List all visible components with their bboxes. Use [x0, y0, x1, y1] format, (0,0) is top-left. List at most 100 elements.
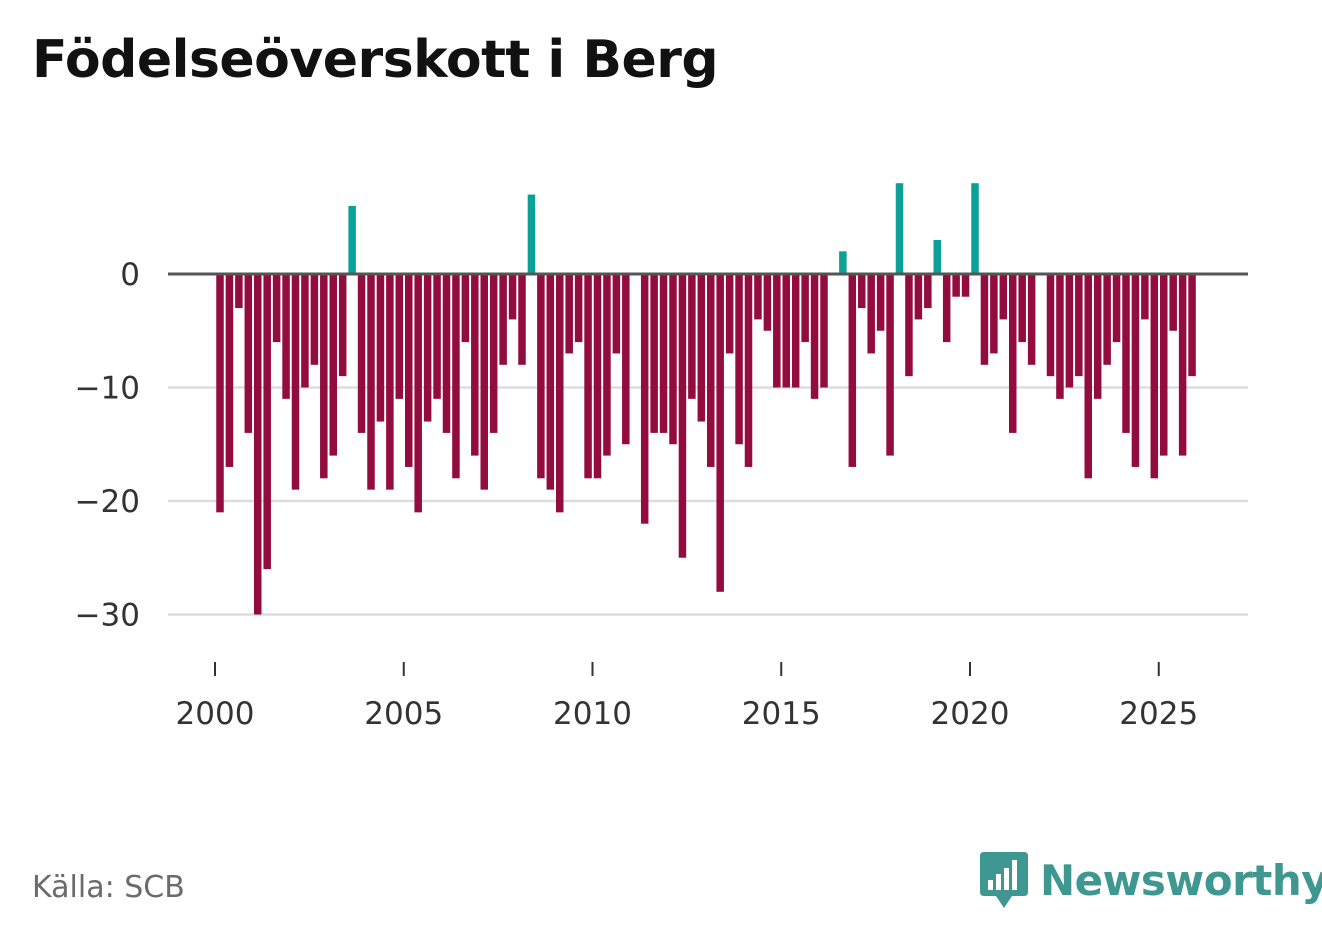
bar	[848, 274, 857, 467]
bar	[254, 274, 262, 615]
bar	[216, 274, 224, 513]
bars	[216, 183, 1196, 615]
y-tick-label: −20	[75, 484, 140, 520]
y-axis: 0 −10 −20 −30	[75, 257, 140, 634]
bar	[924, 274, 932, 309]
chart-title: Födelseöverskott i Berg	[32, 30, 719, 90]
bar	[556, 274, 564, 513]
bar	[791, 274, 800, 388]
bar	[480, 274, 488, 490]
bar	[452, 274, 460, 479]
bar	[461, 274, 470, 343]
bar	[999, 274, 1008, 320]
x-tick-label: 2010	[553, 696, 632, 732]
bar	[499, 274, 507, 365]
bar	[895, 183, 904, 274]
bar	[282, 274, 290, 399]
newsworthy-logo-icon	[980, 852, 1028, 908]
bar	[1027, 274, 1036, 365]
bar	[593, 274, 602, 479]
bar	[1084, 274, 1092, 479]
bar	[744, 274, 753, 467]
bar	[1046, 274, 1055, 377]
bar	[810, 274, 819, 399]
bar	[622, 274, 630, 445]
bar	[886, 274, 894, 456]
bar	[839, 251, 847, 274]
bar	[1093, 274, 1102, 399]
bar	[867, 274, 875, 354]
bar	[782, 274, 790, 388]
bar	[546, 274, 555, 490]
bar	[1169, 274, 1177, 331]
bar	[820, 274, 828, 388]
bar	[1065, 274, 1074, 388]
bar	[508, 274, 517, 320]
bar	[376, 274, 385, 422]
bar	[1160, 274, 1168, 456]
bar	[905, 274, 913, 377]
source-label: Källa: SCB	[32, 870, 185, 905]
bar	[574, 274, 583, 343]
y-tick-label: 0	[120, 257, 140, 293]
bar	[603, 274, 611, 456]
bar	[697, 274, 706, 422]
bar	[263, 274, 271, 570]
bar	[669, 274, 677, 445]
bar	[914, 274, 923, 320]
bar	[716, 274, 724, 592]
bar	[961, 274, 970, 297]
bar	[442, 274, 451, 433]
bar	[433, 274, 441, 399]
bar	[489, 274, 498, 433]
bar	[471, 274, 479, 456]
bar	[1122, 274, 1130, 433]
bar	[244, 274, 253, 433]
bar	[678, 274, 687, 558]
x-tick-label: 2020	[931, 696, 1010, 732]
bar	[801, 274, 809, 343]
bar	[650, 274, 658, 433]
bar	[1131, 274, 1140, 467]
bar	[735, 274, 743, 445]
bar	[1150, 274, 1159, 479]
bar-chart: 0 −10 −20 −30 2000 2005 2010 2015 2020 2025	[75, 183, 1248, 732]
bar	[405, 274, 413, 467]
bar	[565, 274, 573, 354]
bar	[1075, 274, 1083, 377]
bar	[527, 194, 536, 274]
bar	[329, 274, 337, 456]
bar	[952, 274, 960, 297]
bar	[990, 274, 998, 354]
bar	[754, 274, 762, 320]
bar	[291, 274, 300, 490]
brand-logo[interactable]: Newsworthy	[980, 850, 1322, 910]
bar	[367, 274, 375, 490]
bar	[272, 274, 281, 343]
bar	[301, 274, 309, 388]
y-tick-label: −10	[75, 371, 140, 407]
x-tick-label: 2005	[364, 696, 443, 732]
bar	[1112, 274, 1121, 343]
bar	[707, 274, 715, 467]
bar	[876, 274, 885, 331]
bar	[386, 274, 394, 490]
bar	[933, 239, 941, 274]
x-tick-label: 2000	[176, 696, 255, 732]
bar	[537, 274, 545, 479]
bar	[310, 274, 319, 365]
x-tick-label: 2025	[1119, 696, 1198, 732]
x-axis: 2000 2005 2010 2015 2020 2025	[176, 662, 1198, 732]
bar	[763, 274, 772, 331]
bar	[235, 274, 243, 309]
bar	[348, 205, 356, 274]
bar	[1056, 274, 1064, 399]
bar	[518, 274, 526, 365]
bar	[612, 274, 621, 354]
bar	[1188, 274, 1196, 377]
bar	[942, 274, 951, 343]
x-tick-label: 2015	[742, 696, 821, 732]
bar	[225, 274, 234, 467]
bar	[980, 274, 989, 365]
bar	[338, 274, 347, 377]
